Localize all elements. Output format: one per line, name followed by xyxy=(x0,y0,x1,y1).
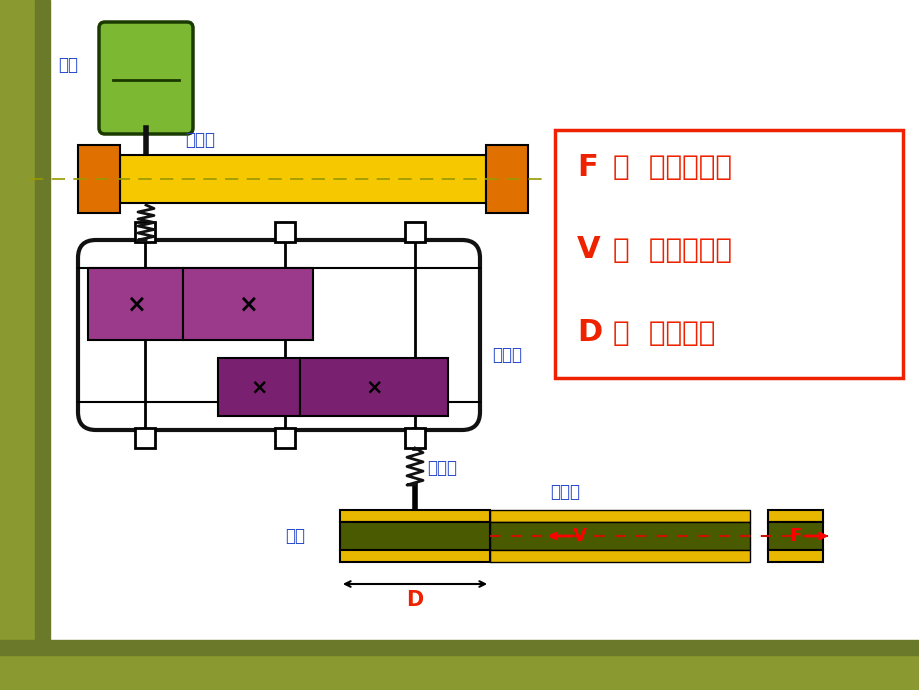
Bar xyxy=(767,550,823,562)
Bar xyxy=(404,222,425,242)
Text: ×: × xyxy=(250,377,267,397)
Text: 带传动: 带传动 xyxy=(185,131,215,149)
Bar xyxy=(0,640,919,655)
Bar xyxy=(767,522,823,550)
Bar xyxy=(218,358,300,416)
Text: ：  运输带速度: ： 运输带速度 xyxy=(612,236,732,264)
Bar xyxy=(275,222,295,242)
Text: F: F xyxy=(576,152,597,181)
Text: ×: × xyxy=(126,292,145,316)
FancyBboxPatch shape xyxy=(78,240,480,430)
Bar xyxy=(0,0,35,690)
Bar xyxy=(340,522,490,550)
Bar xyxy=(340,510,490,522)
Text: ：  运输带拉力: ： 运输带拉力 xyxy=(612,153,732,181)
Bar xyxy=(183,268,312,340)
Text: D: D xyxy=(576,318,602,347)
Text: 减速器: 减速器 xyxy=(492,346,521,364)
Text: 电机: 电机 xyxy=(58,56,78,74)
Text: ×: × xyxy=(238,292,257,316)
Bar xyxy=(0,655,919,690)
Text: 卷筒: 卷筒 xyxy=(285,527,305,545)
Bar xyxy=(767,510,823,522)
Bar xyxy=(340,550,490,562)
Text: ：  卷筒直径: ： 卷筒直径 xyxy=(612,319,715,346)
Text: V: V xyxy=(576,235,600,264)
Bar xyxy=(135,428,154,448)
Bar xyxy=(300,358,448,416)
Text: 联轴器: 联轴器 xyxy=(426,459,457,477)
Text: V: V xyxy=(573,527,586,545)
Text: 运输带: 运输带 xyxy=(550,483,579,501)
Bar xyxy=(88,268,183,340)
Bar xyxy=(490,550,749,562)
Text: D: D xyxy=(406,590,423,610)
Bar xyxy=(78,145,119,213)
Bar xyxy=(275,428,295,448)
Bar xyxy=(490,510,749,522)
Bar xyxy=(554,130,902,378)
Text: F: F xyxy=(789,527,800,545)
Bar xyxy=(135,222,154,242)
Bar xyxy=(490,522,749,550)
Bar xyxy=(485,145,528,213)
Bar xyxy=(35,0,50,690)
Bar xyxy=(404,428,425,448)
FancyBboxPatch shape xyxy=(99,22,193,134)
Bar xyxy=(119,155,485,203)
Text: ×: × xyxy=(365,377,382,397)
